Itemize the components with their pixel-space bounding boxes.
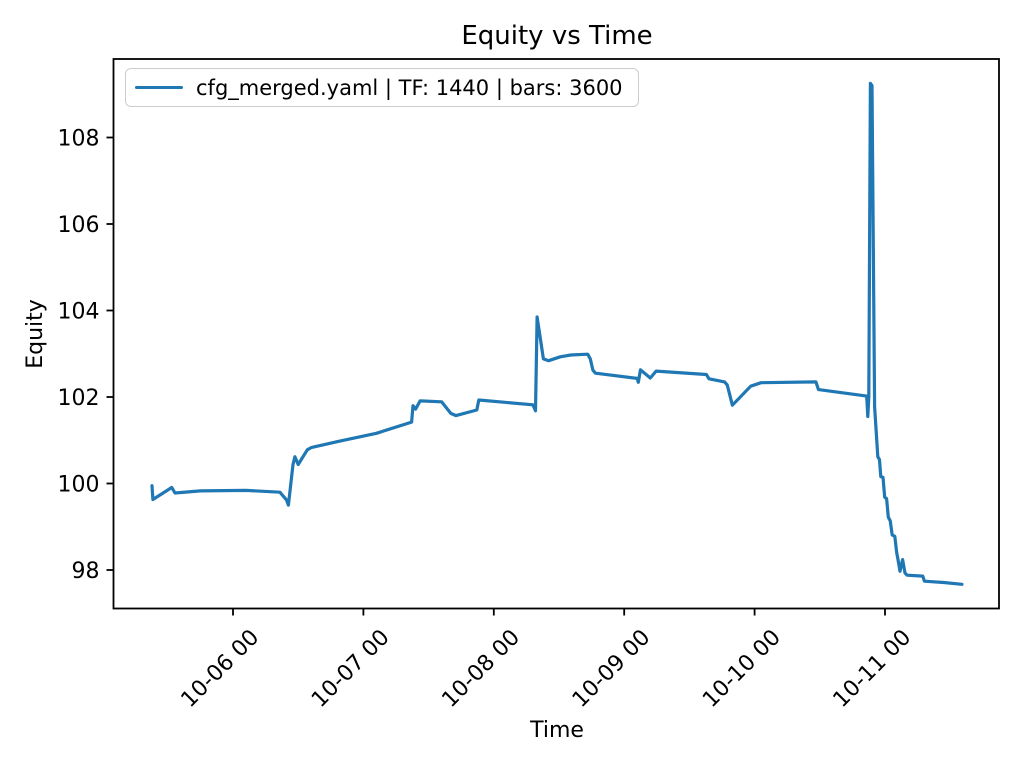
y-tick-label: 104	[58, 300, 100, 325]
y-tick-label: 98	[72, 559, 100, 584]
x-axis-label: Time	[529, 718, 584, 743]
y-axis-ticks: 98 100 102 104 106 108	[58, 127, 114, 584]
legend-label: cfg_merged.yaml | TF: 1440 | bars: 3600	[196, 75, 623, 100]
x-tick-label: 10-09 00	[568, 625, 656, 713]
x-tick-label: 10-08 00	[437, 625, 525, 713]
y-tick-label: 108	[58, 127, 100, 152]
legend: cfg_merged.yaml | TF: 1440 | bars: 3600	[125, 68, 639, 107]
x-tick-label: 10-06 00	[177, 625, 265, 713]
plot-area	[112, 58, 1000, 610]
chart-title: Equity vs Time	[461, 21, 652, 51]
equity-line-series	[150, 81, 964, 586]
x-tick-label: 10-11 00	[829, 625, 917, 713]
y-tick-label: 100	[58, 473, 100, 498]
x-tick-label: 10-07 00	[307, 625, 395, 713]
legend-line-sample	[135, 85, 183, 90]
y-tick-label: 102	[58, 386, 100, 411]
x-tick-label: 10-10 00	[698, 625, 786, 713]
y-axis-label: Equity	[23, 299, 48, 369]
x-axis-ticks: 10-06 00 10-07 00 10-08 00 10-09 00 10-10 00…	[177, 608, 917, 713]
y-tick-label: 106	[58, 213, 100, 238]
